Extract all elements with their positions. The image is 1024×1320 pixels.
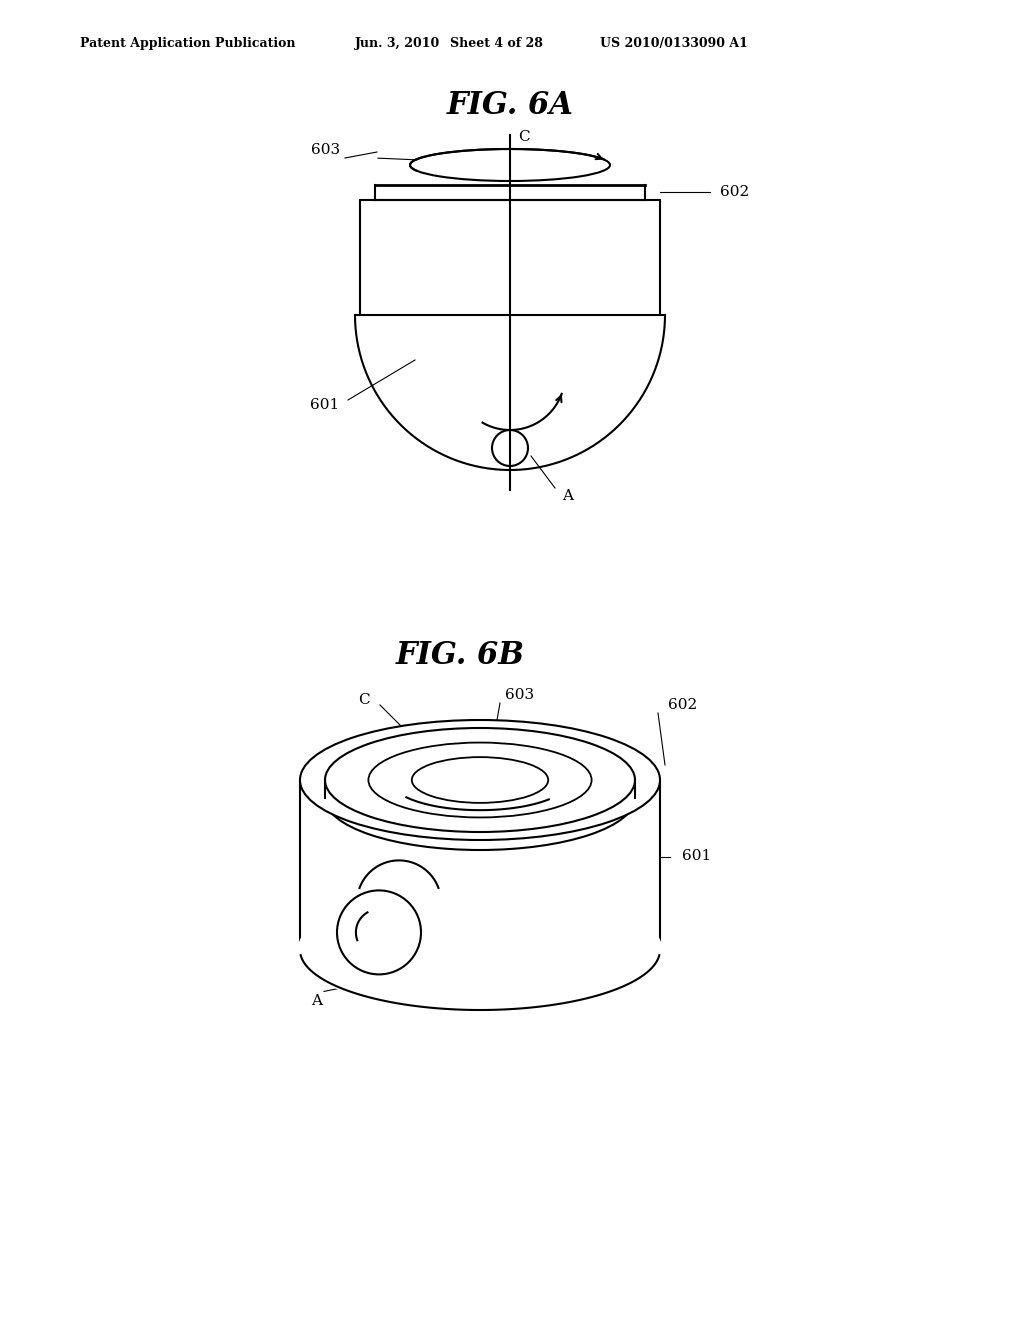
Text: Patent Application Publication: Patent Application Publication: [80, 37, 296, 50]
Ellipse shape: [325, 729, 635, 832]
Ellipse shape: [300, 719, 660, 840]
Bar: [360, 201, 660, 315]
Text: 601: 601: [682, 850, 712, 863]
Text: C: C: [518, 129, 529, 144]
Text: Jun. 3, 2010: Jun. 3, 2010: [355, 37, 440, 50]
Text: 601: 601: [310, 399, 339, 412]
Text: 603: 603: [311, 143, 340, 157]
Text: FIG. 6A: FIG. 6A: [446, 90, 573, 121]
Text: Sheet 4 of 28: Sheet 4 of 28: [450, 37, 543, 50]
Text: US 2010/0133090 A1: US 2010/0133090 A1: [600, 37, 748, 50]
Text: A: A: [562, 488, 573, 503]
Text: 603: 603: [505, 688, 535, 702]
Text: FIG. 6B: FIG. 6B: [395, 640, 524, 671]
Text: 602: 602: [668, 698, 697, 711]
Text: A: A: [311, 994, 323, 1008]
Text: C: C: [358, 693, 370, 708]
Ellipse shape: [300, 890, 660, 1010]
Ellipse shape: [300, 890, 660, 1010]
Text: 602: 602: [720, 185, 750, 199]
Circle shape: [337, 891, 421, 974]
